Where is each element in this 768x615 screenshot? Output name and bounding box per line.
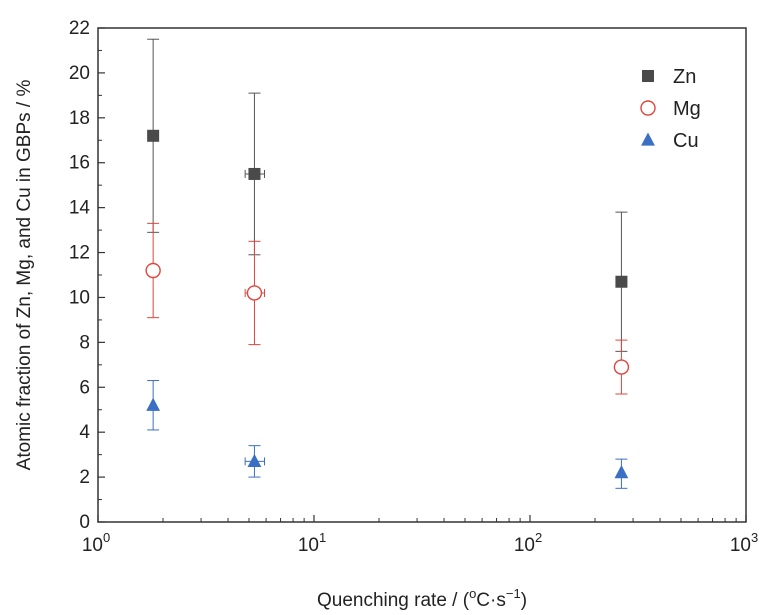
x-tick-label: 102: [514, 530, 542, 556]
legend-marker-mg: [640, 100, 656, 116]
y-tick-label: 0: [79, 512, 90, 533]
data-marks: [145, 38, 630, 489]
point-mg: [246, 285, 263, 301]
y-tick-label: 14: [69, 198, 91, 219]
x-tick-label: 100: [82, 530, 110, 556]
legend-label-zn: Zn: [673, 66, 696, 88]
x-tick-label: 103: [730, 530, 758, 556]
legend-marker-zn: [642, 70, 654, 82]
series-mg: [145, 222, 630, 395]
legend-label-mg: Mg: [673, 98, 701, 120]
y-tick-label: 8: [79, 332, 90, 353]
y-tick-label: 20: [69, 63, 90, 84]
axis-ticks: 0 2 4 6 8 10 12 14 16 18 20 22 100 101 102 103: [69, 18, 758, 556]
x-axis-title-text: Quenching rate / (: [317, 590, 470, 611]
y-tick-label: 22: [69, 18, 90, 39]
y-tick-label: 18: [69, 108, 90, 129]
point-zn: [248, 167, 261, 180]
point-mg: [145, 262, 161, 279]
y-tick-label: 16: [69, 153, 90, 174]
y-tick-label: 4: [79, 422, 90, 443]
x-axis-unit-degree: o: [469, 586, 476, 601]
x-axis-title-close: ): [521, 590, 527, 611]
point-zn: [615, 275, 628, 288]
point-cu: [247, 453, 262, 468]
series-zn: [147, 38, 628, 352]
y-tick-label: 6: [79, 377, 90, 398]
y-tick-label: 10: [69, 287, 90, 308]
y-axis-title: Atomic fraction of Zn, Mg, and Cu in GBP…: [14, 80, 35, 471]
point-cu: [146, 397, 161, 411]
x-axis-unit: C·s: [476, 590, 506, 611]
legend-marker-cu: [641, 132, 655, 146]
x-axis-unit-exponent: −1: [506, 586, 521, 601]
y-tick-label: 2: [79, 467, 90, 488]
series-cu: [146, 380, 629, 489]
legend-label-cu: Cu: [673, 130, 699, 152]
x-tick-label: 101: [298, 530, 326, 556]
y-tick-label: 12: [69, 243, 90, 264]
legend: Zn Mg Cu: [640, 66, 701, 152]
point-mg: [613, 359, 630, 375]
point-cu: [614, 465, 629, 479]
point-zn: [147, 129, 160, 142]
x-axis-title: Quenching rate / (oC·s−1): [317, 586, 527, 611]
